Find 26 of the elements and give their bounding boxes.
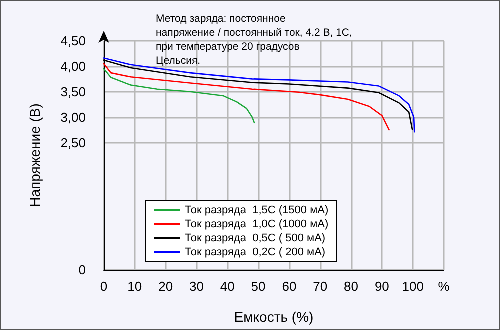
x-tick-label: 20 xyxy=(158,279,174,294)
x-tick-label: % xyxy=(438,279,450,294)
legend-label: Ток разряда 0,5С ( 500 мА) xyxy=(185,232,326,244)
y-tick-label: 3,50 xyxy=(60,84,86,100)
y-tick-label: 4,50 xyxy=(60,34,86,48)
legend-label: Ток разряда 0,2С ( 200 мА) xyxy=(185,246,326,258)
y-tick-label: 4,00 xyxy=(60,58,86,74)
x-tick-label: 90 xyxy=(374,279,390,294)
y-tick-label: 0 xyxy=(78,262,86,278)
x-tick-label: 10 xyxy=(128,279,142,294)
x-tick-label: 80 xyxy=(344,279,359,294)
x-tick-label: 70 xyxy=(313,279,328,294)
x-tick-label: 0 xyxy=(100,279,108,294)
x-tick-label: 50 xyxy=(251,279,266,294)
legend-label: Ток разряда 1,5С (1500 мА) xyxy=(185,204,329,216)
y-tick-label: 3,00 xyxy=(60,110,86,125)
y-axis-title: Напряжение (В) xyxy=(27,104,43,208)
x-axis-title: Емкость (%) xyxy=(234,309,314,325)
chart-title: Метод заряда: постоянное напряжение / постоянный ток, 4.2 В, 1С, при температуре 20 градусов Цельсия. xyxy=(156,13,356,67)
x-tick-label: 40 xyxy=(220,279,235,294)
x-tick-label: 60 xyxy=(282,279,297,294)
legend-label: Ток разряда 1,0С (1000 мА) xyxy=(185,218,329,230)
x-tick-label: 30 xyxy=(189,279,204,294)
y-tick-label: 2,50 xyxy=(60,135,86,150)
x-tick-label: 100 xyxy=(402,279,424,294)
line-series xyxy=(103,68,256,124)
